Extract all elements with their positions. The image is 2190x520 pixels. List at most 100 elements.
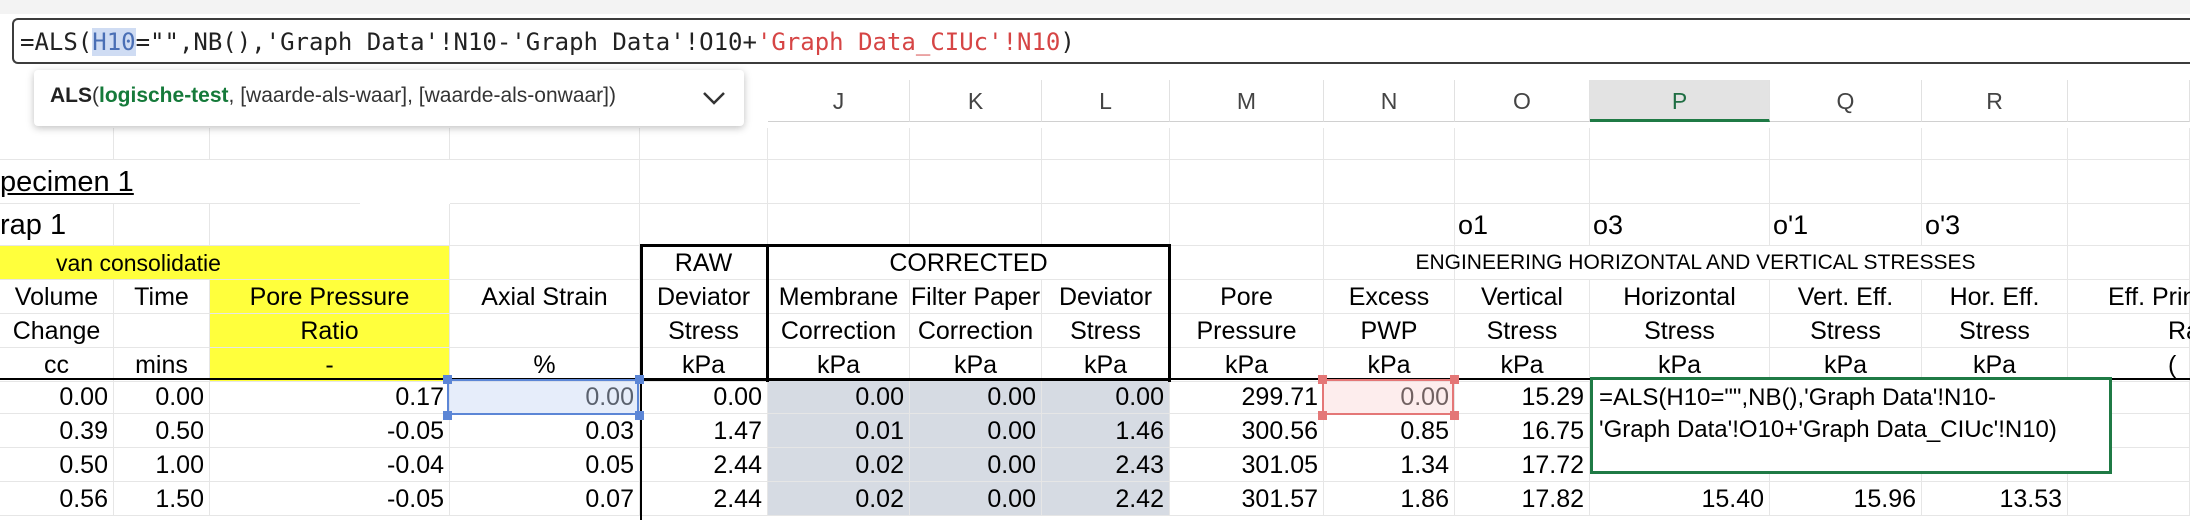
table-cell[interactable]: 300.56 [1170,414,1324,448]
column-header-j[interactable]: J [768,80,910,122]
empty-cell[interactable] [910,160,1042,204]
empty-cell[interactable] [1922,160,2068,204]
empty-cell[interactable] [2068,246,2190,280]
column-header-m[interactable]: M [1170,80,1324,122]
table-cell[interactable]: 17.72 [1455,448,1590,482]
table-cell[interactable]: 0.00 [1042,380,1170,414]
empty-cell[interactable] [1590,128,1770,160]
table-cell[interactable]: 17.82 [1455,482,1590,516]
table-cell[interactable]: 299.71 [1170,380,1324,414]
table-cell[interactable]: 0.03 [450,414,640,448]
empty-cell[interactable] [1455,128,1590,160]
empty-cell[interactable] [1042,204,1170,246]
selection-handle[interactable] [635,375,644,384]
empty-cell[interactable] [1922,128,2068,160]
selection-handle[interactable] [443,411,452,420]
empty-cell[interactable] [1770,160,1922,204]
table-cell[interactable]: 0.50 [114,414,210,448]
table-cell[interactable]: 0.00 [910,448,1042,482]
table-cell[interactable]: 1.46 [1042,414,1170,448]
table-cell[interactable]: 0.00 [910,414,1042,448]
empty-cell[interactable] [2068,204,2190,246]
cell-edit-box[interactable]: =ALS(H10="",NB(),'Graph Data'!N10- 'Grap… [1590,377,2112,474]
empty-cell[interactable] [640,160,768,204]
table-cell[interactable]: 0.07 [450,482,640,516]
table-cell[interactable]: 1.47 [640,414,768,448]
empty-cell[interactable] [1324,128,1455,160]
empty-cell[interactable] [1042,128,1170,160]
table-cell[interactable]: -0.04 [210,448,450,482]
table-cell[interactable]: 2.44 [640,482,768,516]
empty-cell[interactable] [450,204,640,246]
column-header-p[interactable]: P [1590,80,1770,122]
table-cell[interactable]: 0.39 [0,414,114,448]
selection-handle[interactable] [1318,411,1327,420]
empty-cell[interactable] [640,204,768,246]
table-cell[interactable]: 1.86 [1324,482,1455,516]
table-cell[interactable]: 0.02 [768,448,910,482]
empty-cell[interactable] [114,204,210,246]
empty-cell[interactable] [1042,160,1170,204]
table-cell[interactable]: 0.02 [768,482,910,516]
cell-edit-text[interactable]: =ALS(H10="",NB(),'Graph Data'!N10- 'Grap… [1599,384,2057,443]
table-cell[interactable]: 2.44 [640,448,768,482]
table-cell[interactable]: 15.29 [1455,380,1590,414]
empty-cell[interactable] [1170,204,1324,246]
selected-range-axial[interactable] [447,379,639,415]
empty-cell[interactable] [114,128,210,160]
table-cell[interactable]: 1.34 [1324,448,1455,482]
table-cell[interactable]: 2.42 [1042,482,1170,516]
label-o1[interactable]: o1 [1455,204,1590,246]
empty-cell[interactable] [450,246,640,280]
empty-cell[interactable] [2068,482,2190,516]
empty-cell[interactable] [1324,160,1455,204]
table-cell[interactable]: 0.01 [768,414,910,448]
empty-cell[interactable] [210,204,450,246]
table-cell[interactable]: 2.43 [1042,448,1170,482]
empty-cell[interactable] [0,128,114,160]
label-o1-eff[interactable]: o'1 [1770,204,1922,246]
empty-cell[interactable] [910,204,1042,246]
chevron-down-icon[interactable] [698,82,730,114]
table-cell[interactable]: 1.00 [114,448,210,482]
empty-cell[interactable] [1455,160,1590,204]
column-header-n[interactable]: N [1324,80,1455,122]
table-cell[interactable]: 0.17 [210,380,450,414]
formula-bar[interactable]: =ALS(H10="",NB(),'Graph Data'!N10-'Graph… [12,18,2190,64]
table-cell[interactable]: 1.50 [114,482,210,516]
empty-cell[interactable] [910,128,1042,160]
selection-handle[interactable] [1318,375,1327,384]
column-header-k[interactable]: K [910,80,1042,122]
empty-cell[interactable] [1324,204,1455,246]
table-cell[interactable]: 0.56 [0,482,114,516]
empty-cell[interactable] [640,128,768,160]
table-cell[interactable]: -0.05 [210,414,450,448]
table-cell[interactable]: 0.00 [768,380,910,414]
empty-cell[interactable] [1170,246,1324,280]
table-cell[interactable]: 0.00 [114,380,210,414]
empty-cell[interactable] [1170,128,1324,160]
selection-handle[interactable] [1450,411,1459,420]
selection-handle[interactable] [443,375,452,384]
table-cell[interactable]: 16.75 [1455,414,1590,448]
table-cell[interactable]: 0.50 [0,448,114,482]
table-cell[interactable]: 0.85 [1324,414,1455,448]
empty-cell[interactable] [1170,160,1324,204]
selected-range-pwp[interactable] [1322,379,1454,415]
column-header-blank[interactable] [2068,80,2190,122]
table-cell[interactable]: 15.96 [1770,482,1922,516]
empty-cell[interactable] [768,160,910,204]
table-cell[interactable]: 0.00 [910,380,1042,414]
table-cell[interactable]: 0.00 [0,380,114,414]
empty-cell[interactable] [2068,160,2190,204]
table-cell[interactable]: 15.40 [1590,482,1770,516]
empty-cell[interactable] [768,128,910,160]
column-header-o[interactable]: O [1455,80,1590,122]
table-cell[interactable]: 0.00 [910,482,1042,516]
table-cell[interactable]: 0.05 [450,448,640,482]
empty-cell[interactable] [768,204,910,246]
selection-handle[interactable] [1450,375,1459,384]
label-o3-eff[interactable]: o'3 [1922,204,2068,246]
table-cell[interactable]: 0.00 [640,380,768,414]
empty-cell[interactable] [210,128,450,160]
